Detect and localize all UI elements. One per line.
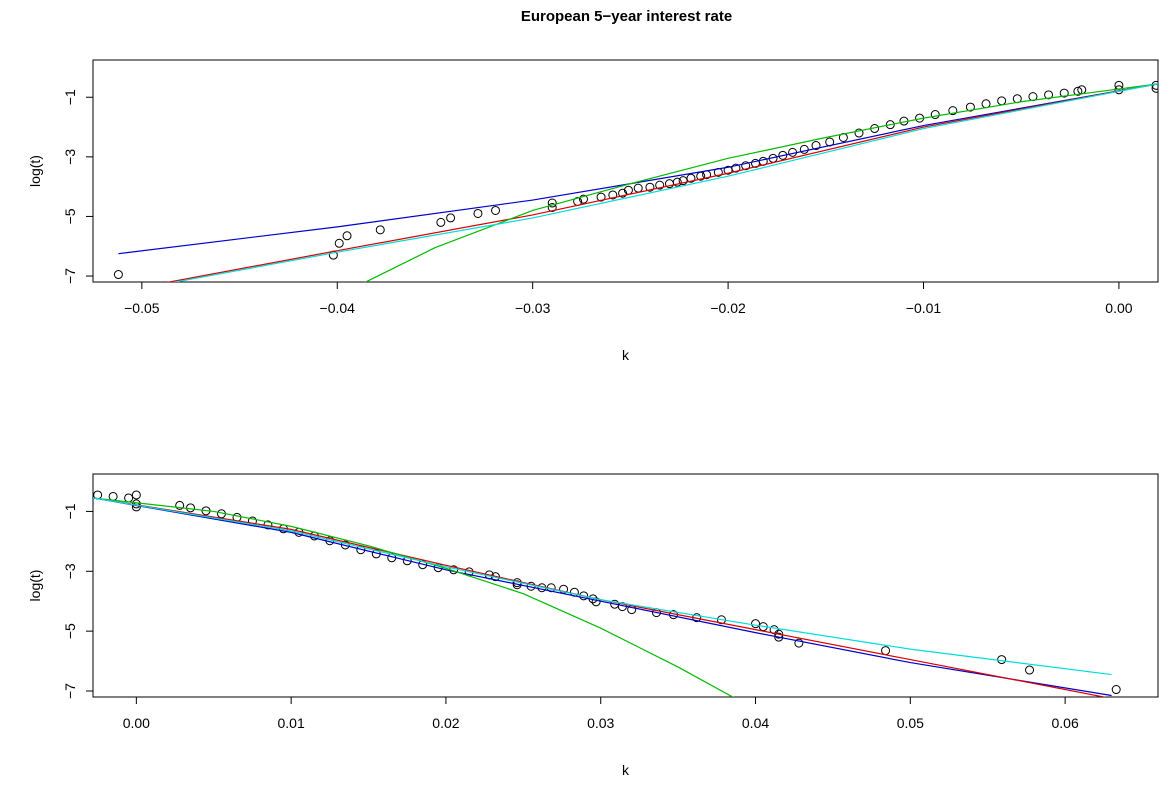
x-tick-label: −0.03 [515, 300, 551, 316]
data-point [854, 128, 864, 138]
data-point [596, 192, 606, 202]
data-point [965, 102, 975, 112]
data-point [885, 120, 895, 130]
data-point [774, 632, 784, 642]
data-point [491, 205, 501, 215]
data-point [799, 144, 809, 154]
x-tick-label: −0.01 [906, 300, 942, 316]
fit-line-3 [364, 83, 1158, 282]
fit-line-3 [93, 497, 734, 697]
data-point [334, 238, 344, 248]
fit-line-1 [93, 497, 1112, 697]
data-point [1044, 90, 1054, 100]
data-point [108, 491, 118, 501]
x-tick-label: 0.04 [742, 715, 769, 731]
fit-line-2 [166, 83, 1158, 282]
y-tick-label: −7 [62, 683, 78, 699]
x-tick-label: −0.05 [124, 300, 160, 316]
data-point [751, 619, 761, 629]
data-point [997, 96, 1007, 106]
chart-title: European 5−year interest rate [520, 8, 733, 25]
plot-panel-2: 0.00 0.01 0.02 0.03 0.04 0.05 0.06 −1 −3 −5 −7 k log… [27, 473, 1159, 778]
data-point [948, 106, 958, 116]
data-point [741, 161, 751, 171]
plot-frame [92, 59, 1159, 283]
plot-frame [92, 473, 1159, 698]
y-tick-label: −5 [62, 623, 78, 639]
data-point [113, 270, 123, 280]
data-point [1059, 88, 1069, 98]
x-axis-title: k [622, 347, 630, 363]
x-tick-label: 0.03 [587, 715, 614, 731]
data-point [547, 198, 557, 208]
data-point [811, 141, 821, 151]
y-tick-label: −1 [62, 89, 78, 105]
data-point [547, 203, 557, 213]
data-point [774, 629, 784, 639]
data-point [591, 597, 601, 607]
data-point [794, 638, 804, 648]
data-point [1073, 86, 1083, 96]
x-tick-label: −0.02 [710, 300, 746, 316]
data-point [608, 190, 618, 200]
data-point [175, 500, 185, 510]
x-tick-label: 0.05 [897, 715, 924, 731]
data-point [1025, 665, 1035, 675]
fit-lines [118, 83, 1158, 282]
data-point [473, 208, 483, 218]
data-point [131, 490, 141, 500]
fit-line-2 [93, 497, 1107, 697]
fit-lines [93, 497, 1112, 697]
y-axis-title: log(t) [27, 570, 43, 602]
data-point [436, 217, 446, 227]
fit-line-1 [118, 83, 1158, 255]
y-axis-title: log(t) [27, 155, 43, 187]
data-point [686, 173, 696, 183]
plot-panel-1: −0.05 −0.04 −0.03 −0.02 −0.01 0.00 −1 −3 −5 −7 k lo… [27, 59, 1159, 363]
x-axis-title: k [622, 762, 630, 778]
data-point [930, 110, 940, 120]
x-tick-label: 0.00 [1105, 300, 1132, 316]
x-tick-label: 0.01 [278, 715, 305, 731]
data-point [731, 163, 741, 173]
data-point [778, 150, 788, 160]
data-point [618, 188, 628, 198]
data-point [124, 493, 134, 503]
y-tick-label: −7 [62, 268, 78, 284]
data-point [375, 225, 385, 235]
data-point [655, 180, 665, 190]
data-point [633, 183, 643, 193]
x-tick-label: 0.00 [123, 715, 150, 731]
data-points [93, 490, 1121, 695]
data-point [578, 194, 588, 204]
data-point [342, 231, 352, 241]
data-point [672, 177, 682, 187]
data-point [645, 182, 655, 192]
fit-line-4 [172, 83, 1158, 282]
x-tick-label: 0.06 [1051, 715, 1078, 731]
y-tick-label: −5 [62, 208, 78, 224]
data-point [446, 213, 456, 223]
y-tick-label: −3 [62, 149, 78, 165]
data-point [997, 655, 1007, 665]
data-point [881, 646, 891, 656]
data-point [186, 503, 196, 513]
data-point [1111, 685, 1121, 695]
x-tick-label: 0.02 [432, 715, 459, 731]
x-tick-label: −0.04 [320, 300, 356, 316]
y-tick-label: −3 [62, 563, 78, 579]
y-tick-label: −1 [62, 503, 78, 519]
fit-line-4 [93, 497, 1112, 676]
